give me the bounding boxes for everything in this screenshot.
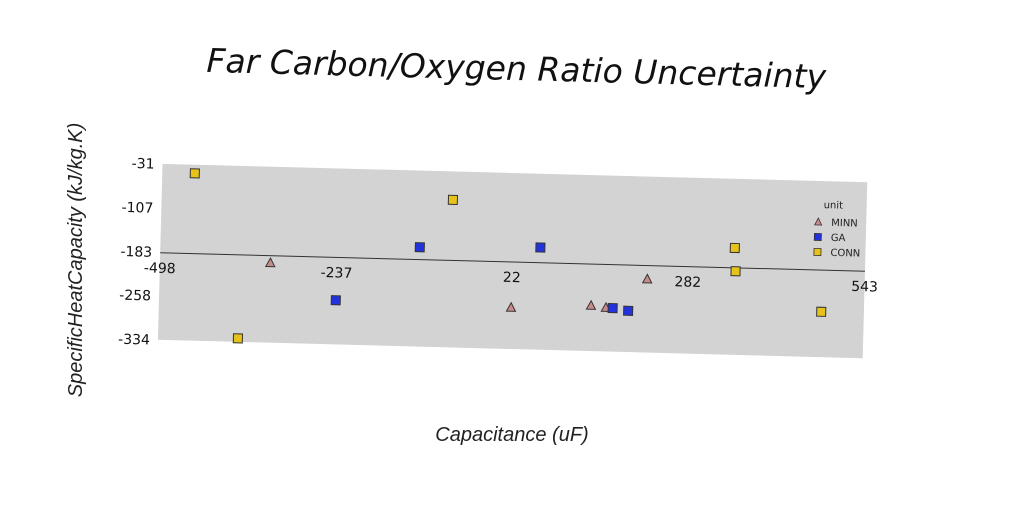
data-point-ga [330,295,341,306]
legend-marker-conn [813,247,822,256]
legend-marker-ga [813,232,822,241]
x-tick-label: -237 [320,265,352,282]
y-tick-label: -107 [121,200,153,217]
x-axis-line [160,252,865,272]
x-axis-label: Capacitance (uF) [435,424,588,446]
y-tick-label: -31 [131,156,154,173]
legend-marker-minn [813,217,823,226]
x-tick-label: 543 [851,279,878,296]
x-tick-label: -498 [144,260,176,277]
legend-label-conn: CONN [830,248,860,260]
data-point-ga [535,242,546,253]
data-point-conn [729,242,740,254]
x-tick-labels: -498 -237 22 282 543 [144,260,878,295]
data-point-ga [414,242,425,253]
legend: unit MINN GA CONN [813,200,860,260]
y-tick-label: -258 [119,288,151,305]
data-point-conn [816,306,827,317]
data-point-minn [585,299,597,310]
y-tick-label: -183 [120,244,152,261]
legend-label-minn: MINN [831,218,858,230]
legend-title: unit [824,200,844,212]
data-point-minn [264,257,276,268]
data-point-conn [189,168,200,179]
data-point-minn [641,273,653,284]
x-tick-label: 282 [674,274,701,291]
y-tick-labels: -31 -107 -183 -258 -334 [118,156,155,349]
plot-area: -498 -237 22 282 543 -31 -107 -183 -258 -334 uni… [118,156,878,359]
data-point-conn [730,266,741,277]
data-point-ga [607,302,618,314]
chart-title: Far Carbon/Oxygen Ratio Uncertainty [206,41,827,96]
data-point-conn [447,194,459,206]
legend-label-ga: GA [831,233,846,244]
y-axis-label: SpecificHeatCapacity (kJ/kg.K) [65,123,87,398]
x-tick-label: 22 [503,270,521,286]
plot-background [157,163,868,359]
data-point-conn [232,333,244,344]
data-point-minn [505,301,517,312]
data-point-ga [623,305,634,316]
data-points [189,168,827,344]
y-tick-label: -334 [118,332,150,349]
